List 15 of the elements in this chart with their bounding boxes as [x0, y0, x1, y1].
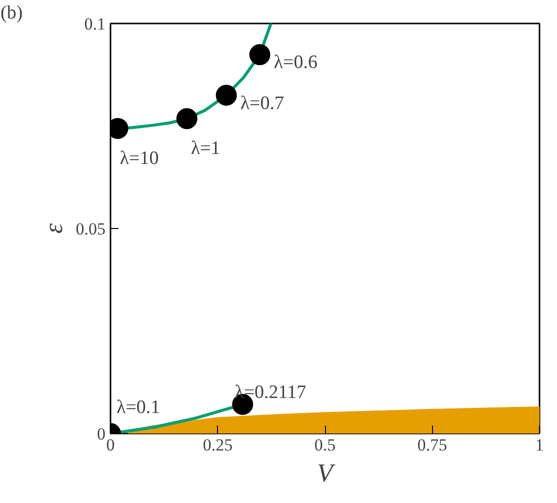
annotation: λ=0.6: [274, 52, 318, 74]
y-tick-label: 0.05: [76, 220, 106, 238]
annotation: λ=10: [120, 148, 159, 169]
x-tick-label: 0.75: [417, 436, 448, 454]
annotation: λ=1: [190, 138, 220, 160]
y-tick-label: 0.1: [84, 14, 106, 34]
annotation: λ=0.7: [240, 92, 284, 114]
annotation: λ=0.2117: [234, 382, 306, 403]
x-axis-title: V: [317, 458, 336, 488]
x-tick-label: 0.5: [314, 436, 336, 454]
annotation: λ=0.1: [116, 397, 160, 418]
x-tick-label: 1: [535, 436, 544, 454]
x-tick-label: 0.25: [202, 436, 233, 454]
text: (b): [0, 2, 23, 24]
y-axis-title: ε: [38, 222, 68, 234]
